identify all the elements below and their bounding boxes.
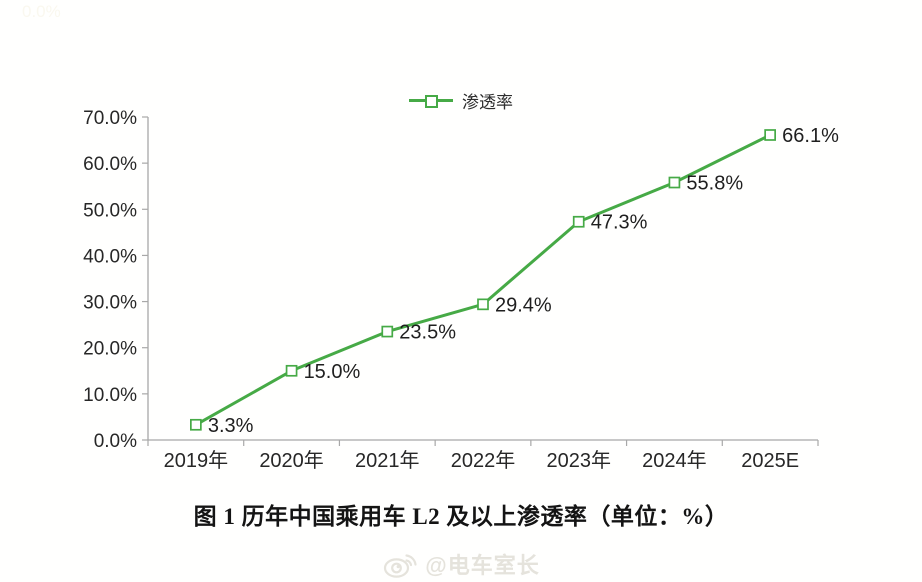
data-point-marker bbox=[190, 418, 202, 431]
data-point-label: 47.3% bbox=[591, 212, 648, 234]
watermark-handle: @电车室长 bbox=[425, 553, 540, 578]
x-axis-tick-label: 2021年 bbox=[355, 449, 420, 472]
chart-legend: 渗透率 bbox=[0, 87, 922, 113]
y-axis-tick-label: 0.0% bbox=[94, 431, 137, 452]
x-axis-tick-label: 2024年 bbox=[642, 449, 707, 472]
y-axis-tick-label: 20.0% bbox=[83, 339, 137, 360]
data-point-marker bbox=[381, 325, 394, 338]
data-point-label: 23.5% bbox=[399, 322, 456, 344]
x-axis-tick-label: 2022年 bbox=[451, 449, 516, 472]
y-axis-tick-label: 30.0% bbox=[83, 293, 137, 314]
weibo-logo-icon bbox=[384, 554, 417, 578]
x-axis-tick-label: 2023年 bbox=[546, 449, 611, 472]
data-point-marker bbox=[572, 215, 585, 228]
data-point-marker bbox=[764, 129, 776, 141]
y-axis-tick-label: 60.0% bbox=[83, 154, 137, 175]
data-point-marker bbox=[477, 298, 489, 311]
x-axis-tick-label: 2020年 bbox=[259, 449, 324, 472]
y-axis-tick-label: 10.0% bbox=[83, 385, 137, 406]
x-axis-tick-label: 2025E bbox=[741, 450, 799, 472]
y-axis-tick-label: 50.0% bbox=[83, 200, 137, 221]
watermark: @电车室长 bbox=[0, 548, 922, 580]
data-point-label: 66.1% bbox=[782, 125, 839, 147]
data-point-marker bbox=[285, 364, 298, 377]
data-point-label: 29.4% bbox=[495, 294, 552, 316]
data-point-label: 55.8% bbox=[686, 173, 743, 195]
data-point-marker bbox=[668, 176, 681, 189]
data-point-label: 15.0% bbox=[304, 361, 361, 383]
y-axis-tick-label: 40.0% bbox=[83, 246, 137, 267]
legend-series-marker-icon bbox=[409, 94, 453, 108]
data-point-label: 3.3% bbox=[208, 415, 254, 437]
x-axis-tick-label: 2019年 bbox=[164, 449, 229, 472]
figure-caption: 图 1 历年中国乘用车 L2 及以上渗透率（单位：%） bbox=[193, 504, 729, 529]
cropped-axis-remnant-label: 0.0% bbox=[22, 2, 61, 21]
series-line bbox=[195, 133, 771, 427]
legend-series-label: 渗透率 bbox=[462, 92, 513, 112]
y-axis-tick-label: 70.0% bbox=[83, 108, 137, 129]
